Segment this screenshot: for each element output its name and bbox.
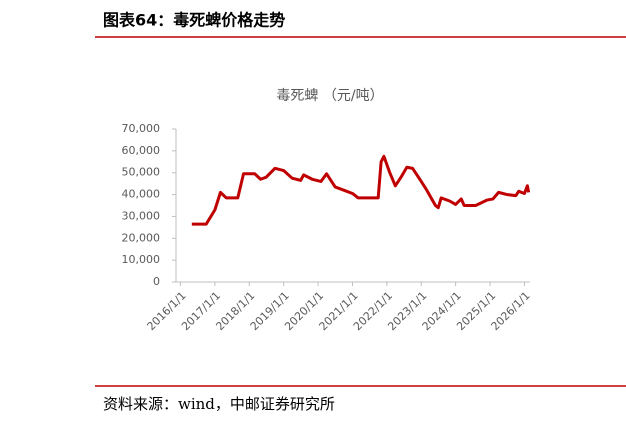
y-tick-label: 40,000	[122, 188, 161, 201]
y-tick-label: 0	[153, 275, 160, 288]
figure-title: 图表64：毒死蜱价格走势	[103, 11, 285, 30]
y-tick-label: 20,000	[122, 231, 161, 244]
y-tick-label: 10,000	[122, 253, 161, 266]
price-line	[191, 154, 531, 226]
chart-title: 毒死蜱 （元/吨）	[276, 88, 383, 104]
source-note: 资料来源：wind，中邮证券研究所	[103, 395, 335, 413]
y-tick-label: 30,000	[122, 209, 161, 222]
y-tick-label: 70,000	[122, 122, 161, 135]
y-tick-label: 50,000	[122, 166, 161, 179]
y-tick-label: 60,000	[122, 144, 161, 157]
